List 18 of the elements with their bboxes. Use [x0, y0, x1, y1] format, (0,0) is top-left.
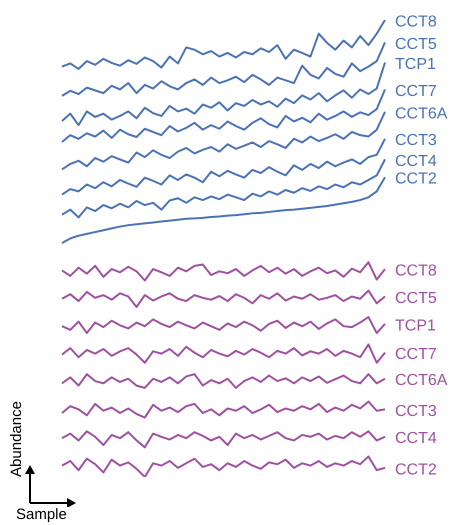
series-label: CCT2 [395, 170, 437, 188]
series-label: CCT4 [395, 430, 437, 448]
series-label: CCT6A [395, 105, 448, 122]
series-label: TCP1 [395, 56, 436, 73]
series-label: CCT5 [395, 36, 437, 53]
series-label: CCT8 [395, 262, 437, 280]
series-label: TCP1 [395, 317, 436, 334]
series-label: CCT3 [395, 132, 437, 150]
series-label: CCT7 [395, 82, 437, 100]
series-label: CCT5 [395, 290, 437, 307]
x-axis-title: Sample [16, 506, 67, 524]
series-label: CCT2 [395, 461, 437, 478]
y-axis-title: Abundance [8, 400, 26, 479]
series-label: CCT8 [395, 13, 437, 30]
series-label: CCT3 [395, 402, 437, 420]
series-label: CCT4 [395, 152, 437, 170]
series-label: CCT6A [395, 372, 448, 390]
series-label: CCT7 [395, 346, 437, 364]
